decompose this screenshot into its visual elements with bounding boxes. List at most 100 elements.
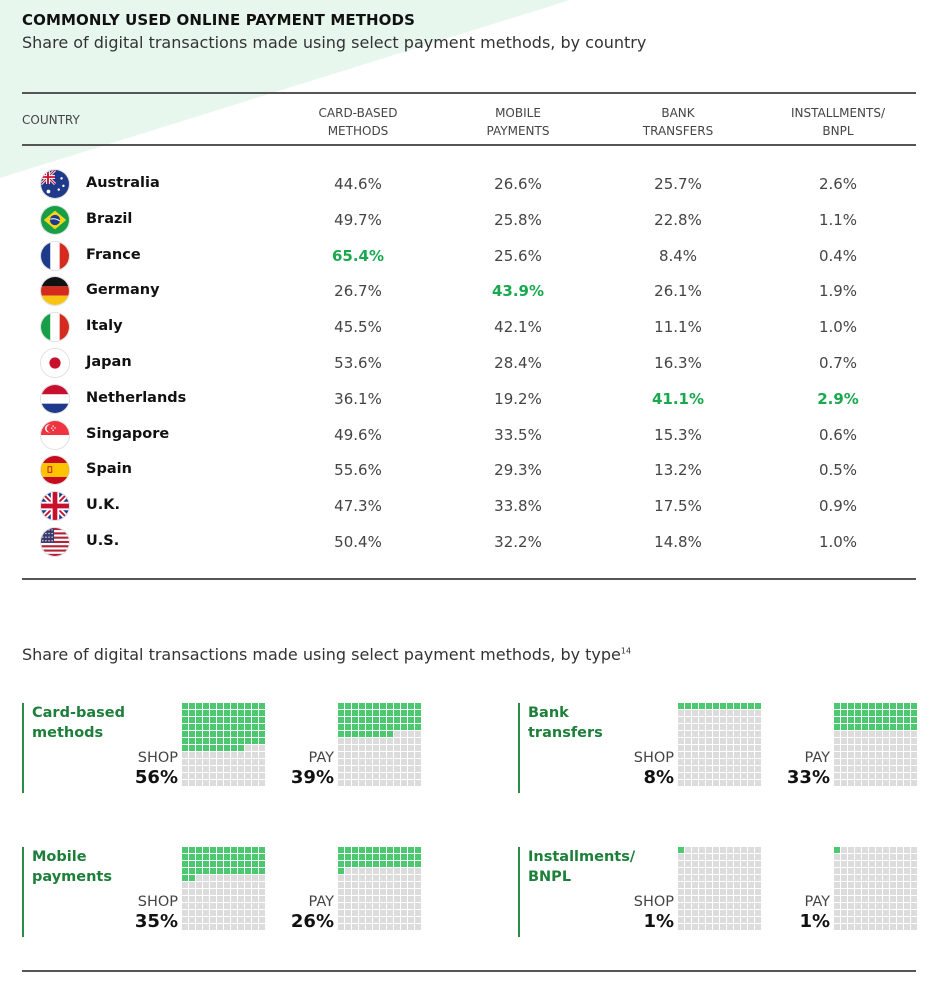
waffle-cell [203, 759, 209, 765]
waffle-cell [727, 724, 733, 730]
waffle-cell [869, 896, 875, 902]
waffle-cell [366, 780, 372, 786]
waffle-cell [862, 738, 868, 744]
waffle-cell [734, 759, 740, 765]
waffle-cell [727, 752, 733, 758]
waffle-cell [252, 896, 258, 902]
waffle-cell [755, 780, 761, 786]
pay-waffle [834, 703, 917, 786]
waffle-cell [345, 910, 351, 916]
waffle-cell [238, 903, 244, 909]
waffle-cell [699, 917, 705, 923]
waffle-cell [373, 917, 379, 923]
waffle-cell [196, 861, 202, 867]
waffle-cell [245, 745, 251, 751]
waffle-cell [706, 759, 712, 765]
waffle-cell [741, 910, 747, 916]
waffle-cell [883, 847, 889, 853]
waffle-cell [394, 759, 400, 765]
waffle-cell [408, 924, 414, 930]
waffle-cell [713, 903, 719, 909]
waffle-cell [189, 738, 195, 744]
waffle-cell [741, 875, 747, 881]
waffle-cell [380, 847, 386, 853]
waffle-cell [748, 875, 754, 881]
waffle-cell [210, 752, 216, 758]
waffle-cell [394, 710, 400, 716]
waffle-cell [699, 875, 705, 881]
waffle-cell [352, 861, 358, 867]
waffle-cell [210, 847, 216, 853]
waffle-cell [345, 896, 351, 902]
waffle-cell [252, 703, 258, 709]
waffle-cell [720, 875, 726, 881]
waffle-cell [245, 861, 251, 867]
waffle-cell [890, 759, 896, 765]
waffle-cell [210, 917, 216, 923]
waffle-cell [755, 759, 761, 765]
waffle-cell [706, 896, 712, 902]
waffle-cell [876, 780, 882, 786]
table-cell: 50.4% [334, 533, 382, 551]
waffle-cell [366, 896, 372, 902]
waffle-cell [678, 917, 684, 923]
waffle-cell [415, 847, 421, 853]
waffle-cell [345, 703, 351, 709]
waffle-cell [678, 724, 684, 730]
waffle-cell [755, 710, 761, 716]
waffle-cell [408, 773, 414, 779]
waffle-cell [678, 731, 684, 737]
waffle-cell [238, 854, 244, 860]
waffle-cell [897, 847, 903, 853]
waffle-cell [210, 780, 216, 786]
waffle-cell [231, 703, 237, 709]
waffle-cell [848, 910, 854, 916]
waffle-cell [338, 745, 344, 751]
waffle-cell [182, 882, 188, 888]
waffle-cell [741, 861, 747, 867]
waffle-cell [415, 752, 421, 758]
waffle-cell [217, 861, 223, 867]
waffle-cell [373, 868, 379, 874]
waffle-cell [748, 780, 754, 786]
waffle-cell [224, 868, 230, 874]
waffle-cell [855, 731, 861, 737]
table-row: Italy 45.5% 42.1% 11.1% 1.0% [0, 309, 936, 345]
waffle-cell [224, 896, 230, 902]
waffle-cell [841, 780, 847, 786]
waffle-cell [203, 766, 209, 772]
waffle-cell [876, 924, 882, 930]
waffle-cell [408, 724, 414, 730]
waffle-cell [748, 889, 754, 895]
waffle-cell [720, 752, 726, 758]
waffle-cell [380, 710, 386, 716]
waffle-cell [387, 903, 393, 909]
waffle-cell [748, 710, 754, 716]
waffle-cell [755, 731, 761, 737]
waffle-cell [734, 745, 740, 751]
waffle-cell [720, 868, 726, 874]
waffle-cell [897, 861, 903, 867]
waffle-cell [252, 861, 258, 867]
waffle-cell [720, 703, 726, 709]
waffle-cell [848, 759, 854, 765]
country-name: Japan [86, 354, 132, 370]
waffle-cell [252, 882, 258, 888]
pay-waffle [834, 847, 917, 930]
waffle-cell [415, 724, 421, 730]
waffle-cell [380, 780, 386, 786]
waffle-cell [359, 724, 365, 730]
waffle-cell [911, 703, 917, 709]
waffle-cell [727, 917, 733, 923]
waffle-cell [855, 773, 861, 779]
waffle-cell [862, 710, 868, 716]
waffle-cell [366, 773, 372, 779]
waffle-cell [748, 847, 754, 853]
waffle-cell [387, 917, 393, 923]
waffle-cell [408, 875, 414, 881]
waffle-cell [252, 924, 258, 930]
waffle-cell [876, 773, 882, 779]
waffle-cell [692, 745, 698, 751]
waffle-cell [203, 854, 209, 860]
waffle-cell [366, 861, 372, 867]
